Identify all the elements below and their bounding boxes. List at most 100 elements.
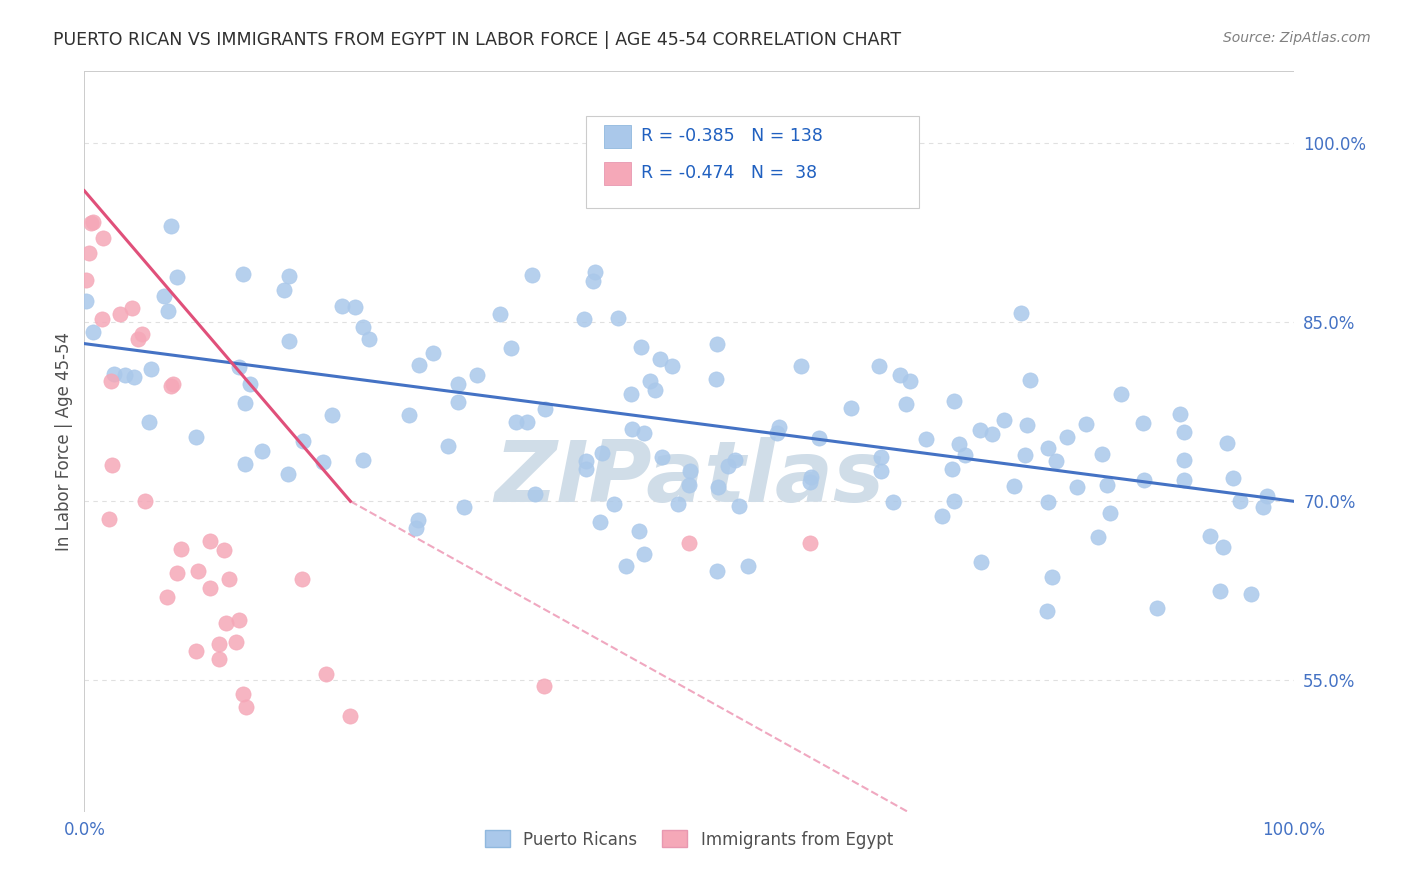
- Point: [225, 635, 247, 649]
- Point: [1036, 604, 1059, 618]
- Point: [312, 454, 335, 468]
- Point: [75, 293, 97, 308]
- Point: [633, 547, 655, 561]
- Point: [1010, 306, 1032, 320]
- Point: [1132, 417, 1154, 431]
- Point: [277, 467, 299, 481]
- Point: [706, 564, 728, 578]
- FancyBboxPatch shape: [605, 126, 631, 147]
- Point: [1170, 407, 1192, 421]
- Point: [728, 499, 751, 513]
- Point: [138, 415, 160, 429]
- Point: [1040, 569, 1063, 583]
- Point: [1099, 506, 1122, 520]
- Point: [332, 299, 354, 313]
- Point: [447, 376, 470, 391]
- Point: [97, 512, 120, 526]
- Point: [706, 336, 728, 351]
- Point: [134, 494, 156, 508]
- Point: [166, 566, 188, 581]
- Point: [931, 508, 953, 523]
- Point: [1066, 481, 1088, 495]
- Point: [214, 543, 236, 558]
- Point: [315, 667, 337, 681]
- Point: [501, 341, 523, 355]
- Point: [894, 396, 917, 410]
- Point: [868, 359, 890, 374]
- Point: [77, 246, 100, 260]
- Point: [628, 524, 651, 539]
- Point: [1253, 500, 1275, 515]
- Point: [1019, 373, 1042, 387]
- Point: [157, 303, 180, 318]
- Point: [228, 613, 250, 627]
- Point: [799, 475, 821, 489]
- Point: [583, 265, 606, 279]
- Point: [679, 464, 702, 478]
- Point: [235, 457, 257, 471]
- Point: [522, 268, 544, 282]
- Point: [344, 300, 367, 314]
- Point: [215, 615, 238, 630]
- Point: [100, 374, 122, 388]
- Point: [644, 383, 666, 397]
- Point: [591, 446, 613, 460]
- Point: [422, 346, 444, 360]
- Point: [273, 283, 295, 297]
- Point: [170, 541, 193, 556]
- Point: [870, 464, 893, 478]
- Point: [534, 402, 557, 417]
- Point: [1216, 436, 1239, 450]
- Point: [717, 459, 740, 474]
- Point: [1229, 494, 1251, 508]
- Text: ZIPatlas: ZIPatlas: [494, 437, 884, 520]
- Point: [184, 644, 207, 658]
- Point: [1256, 489, 1278, 503]
- Point: [1173, 453, 1195, 467]
- Point: [90, 312, 112, 326]
- Point: [1212, 540, 1234, 554]
- Point: [969, 423, 991, 437]
- Point: [648, 351, 671, 366]
- Point: [1091, 447, 1114, 461]
- Point: [581, 274, 603, 288]
- Point: [638, 374, 661, 388]
- Point: [131, 326, 153, 341]
- Point: [184, 430, 207, 444]
- Point: [575, 462, 598, 476]
- Point: [110, 307, 132, 321]
- Point: [1173, 425, 1195, 440]
- Text: PUERTO RICAN VS IMMIGRANTS FROM EGYPT IN LABOR FORCE | AGE 45-54 CORRELATION CHA: PUERTO RICAN VS IMMIGRANTS FROM EGYPT IN…: [53, 31, 901, 49]
- Point: [156, 591, 179, 605]
- Point: [352, 319, 374, 334]
- Point: [488, 306, 510, 320]
- Point: [1014, 449, 1036, 463]
- Point: [405, 520, 427, 534]
- Point: [101, 458, 124, 472]
- Point: [799, 536, 821, 550]
- Point: [235, 700, 257, 714]
- Point: [620, 422, 643, 436]
- Point: [198, 533, 221, 548]
- Point: [572, 312, 595, 326]
- Point: [799, 470, 821, 484]
- Point: [1017, 417, 1039, 432]
- Point: [398, 408, 420, 422]
- Point: [943, 493, 966, 508]
- Point: [233, 396, 256, 410]
- Point: [948, 437, 970, 451]
- Point: [678, 536, 700, 550]
- Point: [603, 497, 626, 511]
- Point: [614, 559, 637, 574]
- Point: [252, 444, 274, 458]
- Point: [953, 449, 976, 463]
- Point: [277, 268, 299, 283]
- Point: [339, 709, 361, 723]
- Point: [943, 393, 966, 408]
- Point: [127, 332, 149, 346]
- Point: [82, 215, 104, 229]
- Point: [453, 500, 475, 514]
- FancyBboxPatch shape: [605, 162, 631, 185]
- Point: [523, 487, 546, 501]
- Point: [1240, 587, 1263, 601]
